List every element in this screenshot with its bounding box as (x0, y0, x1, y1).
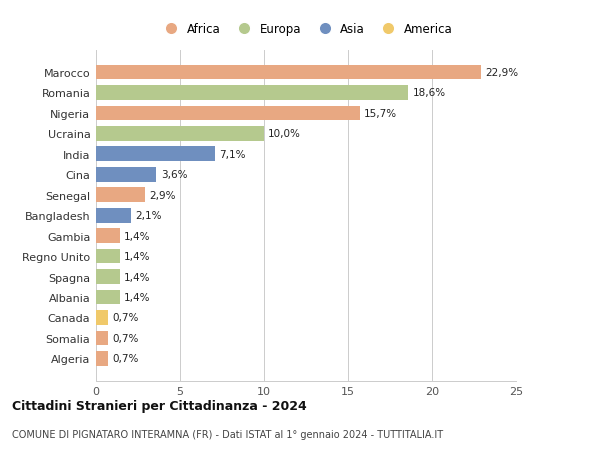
Bar (96, 147, 215, 162)
Text: 2,1%: 2,1% (136, 211, 162, 221)
Bar (96, 188, 145, 203)
Text: 18,6%: 18,6% (413, 88, 446, 98)
Text: 7,1%: 7,1% (220, 150, 246, 159)
Bar (96, 331, 108, 346)
Text: 1,4%: 1,4% (124, 252, 150, 262)
Bar (96, 269, 119, 284)
Text: 2,9%: 2,9% (149, 190, 175, 200)
Bar (96, 249, 119, 264)
Text: 10,0%: 10,0% (268, 129, 301, 139)
Text: 1,4%: 1,4% (124, 272, 150, 282)
Bar (96, 290, 119, 305)
Bar (96, 106, 360, 121)
Bar (96, 66, 481, 80)
Bar (96, 127, 264, 141)
Text: Cittadini Stranieri per Cittadinanza - 2024: Cittadini Stranieri per Cittadinanza - 2… (12, 399, 307, 412)
Bar (96, 310, 108, 325)
Text: 0,7%: 0,7% (112, 313, 139, 323)
Text: 3,6%: 3,6% (161, 170, 187, 180)
Text: COMUNE DI PIGNATARO INTERAMNA (FR) - Dati ISTAT al 1° gennaio 2024 - TUTTITALIA.: COMUNE DI PIGNATARO INTERAMNA (FR) - Dat… (12, 429, 443, 439)
Bar (96, 229, 119, 243)
Text: 0,7%: 0,7% (112, 353, 139, 364)
Text: 22,9%: 22,9% (485, 68, 518, 78)
Text: 15,7%: 15,7% (364, 109, 397, 119)
Bar (96, 351, 108, 366)
Bar (96, 86, 409, 101)
Bar (96, 208, 131, 223)
Text: 1,4%: 1,4% (124, 231, 150, 241)
Bar (96, 168, 157, 182)
Text: 1,4%: 1,4% (124, 292, 150, 302)
Legend: Africa, Europa, Asia, America: Africa, Europa, Asia, America (160, 23, 452, 36)
Text: 0,7%: 0,7% (112, 333, 139, 343)
